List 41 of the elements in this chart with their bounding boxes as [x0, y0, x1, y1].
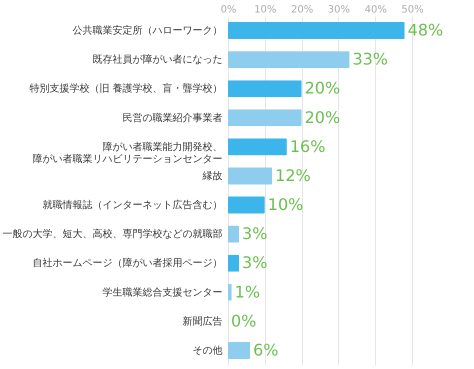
bar — [228, 51, 350, 68]
x-tick-label: 50% — [401, 4, 424, 16]
y-tick-label: 就職情報誌（インターネット広告含む） — [42, 199, 222, 212]
bar — [228, 254, 240, 272]
data-label: 3% — [242, 253, 268, 272]
y-tick-label: 特別支援学校（旧 養護学校、盲・聾学校） — [29, 82, 222, 95]
x-tick-label: 40% — [364, 4, 387, 16]
bar — [228, 80, 302, 98]
bar — [228, 342, 250, 359]
x-tick-label: 20% — [290, 4, 314, 16]
y-tick-label: 既存社員が障がい者になった — [92, 54, 222, 66]
bar — [228, 138, 287, 156]
bar — [228, 167, 272, 184]
data-label: 3% — [242, 224, 268, 244]
bar — [228, 109, 302, 126]
y-tick-label: 公共職業安定所（ハローワーク） — [72, 24, 222, 37]
data-label: 48% — [408, 20, 444, 40]
y-tick-label: 民営の職業紹介事業者 — [122, 112, 222, 124]
bar — [228, 196, 265, 214]
x-tick-label: 10% — [254, 4, 276, 16]
y-tick-label: その他 — [192, 344, 222, 356]
data-label: 20% — [304, 78, 340, 98]
y-tick-label: 新聞広告 — [182, 315, 222, 328]
bar — [228, 22, 405, 40]
bar — [228, 226, 240, 243]
y-tick-label: 自社ホームページ（障がい者採用ページ） — [32, 257, 222, 270]
data-label: 33% — [352, 50, 388, 69]
data-label: 0% — [231, 311, 256, 330]
y-tick-label: 縁故 — [202, 170, 222, 182]
y-tick-label: 障がい者職業能力開発校、障がい者職業リハビリテーションセンター — [32, 140, 222, 165]
x-tick-label: 0% — [220, 4, 236, 16]
data-label: 6% — [253, 340, 278, 360]
y-tick-label: 学生職業総合支援センター — [102, 286, 222, 298]
x-tick-label: 30% — [328, 4, 350, 16]
y-tick-label: 一般の大学、短大、高校、専門学校などの就職部 — [2, 228, 222, 240]
data-label: 16% — [290, 136, 326, 156]
data-label: 20% — [304, 108, 340, 127]
data-label: 1% — [234, 282, 260, 302]
bar — [228, 284, 232, 301]
data-label: 12% — [275, 166, 311, 185]
data-label: 10% — [268, 195, 304, 214]
